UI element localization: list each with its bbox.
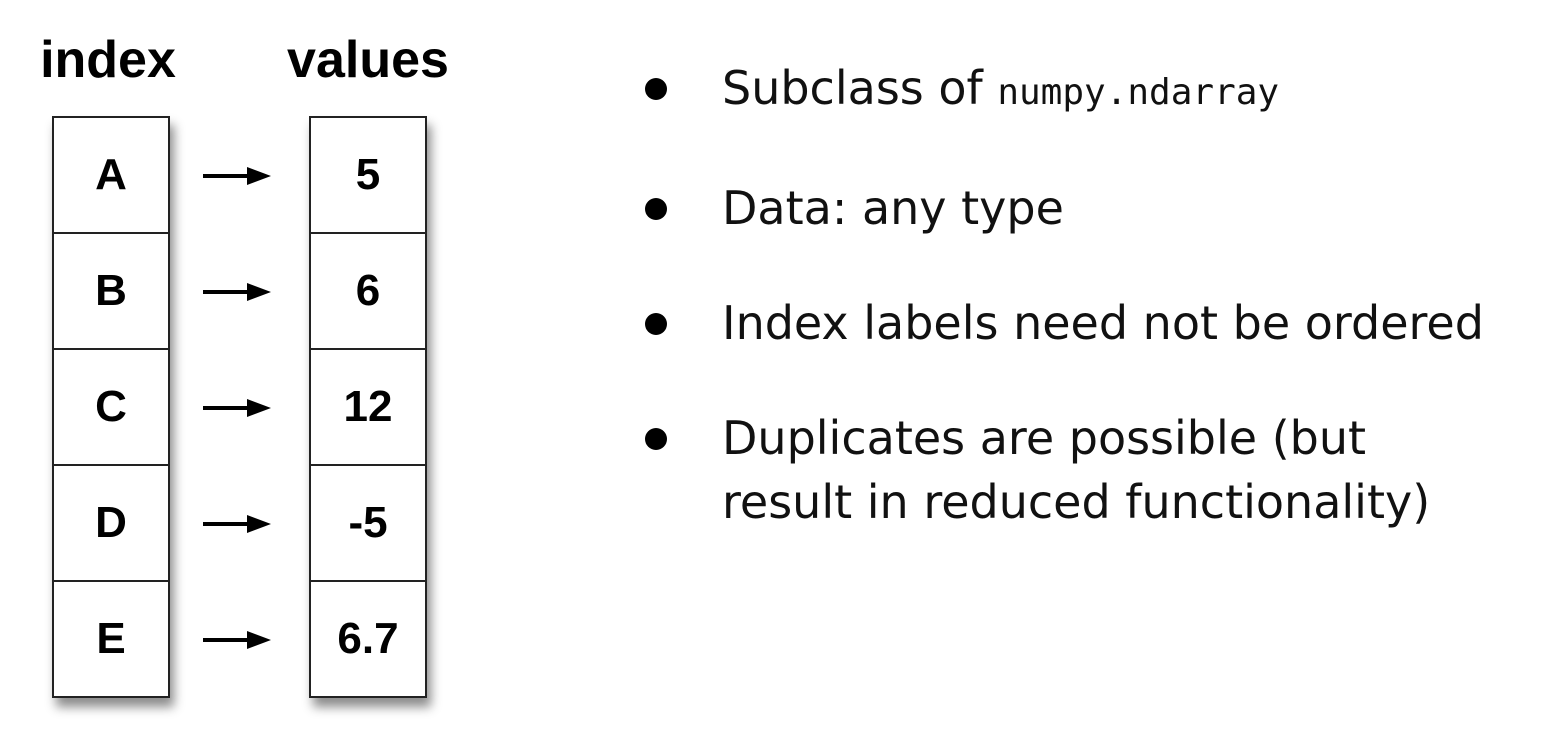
bullet-dot-icon [645, 198, 667, 220]
index-cell: B [54, 234, 168, 350]
index-column: A B C D E [52, 116, 170, 698]
index-cell: A [54, 118, 168, 234]
feature-list: Subclass of numpy.ndarray Data: any type… [640, 56, 1540, 585]
bullet-dot-icon [645, 428, 667, 450]
arrow-icon [203, 515, 271, 533]
index-cell: D [54, 466, 168, 582]
bullet-dot-icon [645, 313, 667, 335]
subclass-text: Subclass of [722, 61, 998, 115]
duplicates-text-line1: Duplicates are possible (but [722, 411, 1367, 465]
subclass-code: numpy.ndarray [997, 72, 1280, 113]
list-item-data-type: Data: any type [640, 176, 1540, 240]
index-labels-text: Index labels need not be ordered [722, 296, 1484, 350]
arrow-icon [203, 167, 271, 185]
data-type-text: Data: any type [722, 181, 1064, 235]
list-item-index-labels: Index labels need not be ordered [640, 291, 1540, 355]
index-cell: E [96, 614, 126, 663]
value-cell: -5 [311, 466, 425, 582]
bullet-dot-icon [645, 78, 667, 100]
value-cell: 12 [311, 350, 425, 466]
values-header: values [287, 31, 449, 89]
value-cell: 5 [311, 118, 425, 234]
list-item-subclass: Subclass of numpy.ndarray [640, 56, 1540, 125]
arrow-icon [203, 399, 271, 417]
value-cell: 6 [311, 234, 425, 350]
value-cell: 6.7 [337, 614, 399, 663]
arrow-icon [203, 631, 271, 649]
values-column: 5 6 12 -5 6.7 [309, 116, 427, 698]
list-item-duplicates: Duplicates are possible (but result in r… [640, 406, 1540, 534]
duplicates-text-line2: result in reduced functionality) [722, 475, 1431, 529]
arrow-icon [203, 283, 271, 301]
index-cell: C [54, 350, 168, 466]
index-header: index [40, 31, 176, 89]
